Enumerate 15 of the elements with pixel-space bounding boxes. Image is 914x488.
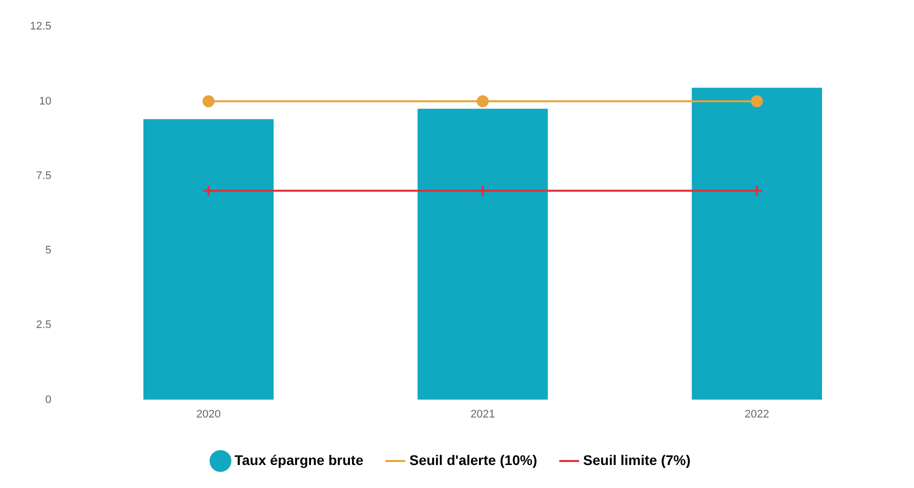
legend-label: Seuil d'alerte (10%) xyxy=(409,452,538,468)
y-tick-label: 10 xyxy=(39,95,52,108)
legend-label: Taux épargne brute xyxy=(234,452,364,468)
y-tick-label: 5 xyxy=(45,244,52,257)
bar xyxy=(418,108,548,400)
bar xyxy=(143,119,274,400)
x-tick-label: 2022 xyxy=(744,408,770,420)
y-tick-label: 2.5 xyxy=(36,319,52,332)
x-tick-label: 2021 xyxy=(470,408,495,420)
legend-label: Seuil limite (7%) xyxy=(583,452,691,468)
y-tick-label: 7.5 xyxy=(36,170,52,182)
y-tick-label: 12.5 xyxy=(30,20,52,33)
bar xyxy=(692,88,822,400)
y-tick-label: 0 xyxy=(45,394,52,406)
x-tick-label: 2020 xyxy=(196,408,221,420)
